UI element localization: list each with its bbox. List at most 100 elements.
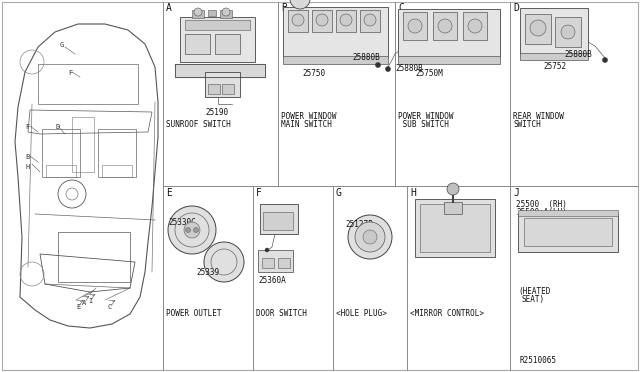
Bar: [555, 17, 581, 47]
Circle shape: [530, 20, 546, 36]
Bar: [283, 56, 388, 64]
Circle shape: [348, 215, 392, 259]
Bar: [415, 199, 495, 257]
Bar: [220, 10, 232, 18]
Text: 25750: 25750: [302, 69, 325, 78]
Bar: [260, 204, 298, 234]
Bar: [283, 7, 388, 57]
Bar: [360, 10, 380, 32]
Text: F: F: [256, 188, 262, 198]
Text: POWER OUTLET: POWER OUTLET: [166, 309, 221, 318]
Circle shape: [364, 14, 376, 26]
Circle shape: [265, 248, 269, 252]
Circle shape: [168, 206, 216, 254]
Circle shape: [447, 183, 459, 195]
Bar: [463, 12, 487, 40]
Text: POWER WINDOW: POWER WINDOW: [398, 112, 454, 121]
Bar: [433, 12, 457, 40]
Circle shape: [438, 19, 452, 33]
Circle shape: [340, 14, 352, 26]
Circle shape: [468, 19, 482, 33]
Text: D: D: [513, 3, 519, 13]
Text: 25500  (RH): 25500 (RH): [516, 200, 567, 209]
Bar: [215, 34, 240, 54]
Text: <HOLE PLUG>: <HOLE PLUG>: [336, 309, 387, 318]
Text: <MIRROR CONTROL>: <MIRROR CONTROL>: [410, 309, 484, 318]
Text: R2510065: R2510065: [520, 356, 557, 365]
Text: 25880B: 25880B: [564, 50, 592, 59]
Bar: [520, 8, 588, 54]
Text: 25752: 25752: [543, 62, 566, 71]
Bar: [72, 117, 94, 172]
Circle shape: [316, 14, 328, 26]
Text: MAIN SWITCH: MAIN SWITCH: [281, 120, 332, 129]
Text: 25127P: 25127P: [345, 220, 372, 229]
Text: F: F: [25, 124, 29, 130]
Circle shape: [290, 0, 310, 9]
Text: D: D: [55, 124, 60, 130]
Text: 25360: 25360: [265, 220, 288, 229]
Circle shape: [193, 228, 198, 232]
Circle shape: [363, 230, 377, 244]
Text: B: B: [25, 154, 29, 160]
Circle shape: [194, 8, 202, 16]
Text: I: I: [88, 298, 92, 304]
Text: J: J: [513, 188, 519, 198]
Bar: [312, 10, 332, 32]
Bar: [524, 218, 612, 246]
Text: 25500+A(LH): 25500+A(LH): [516, 208, 567, 217]
Bar: [180, 17, 255, 62]
Bar: [58, 232, 130, 282]
Bar: [192, 10, 204, 18]
Bar: [185, 20, 250, 30]
Circle shape: [186, 228, 191, 232]
Text: C: C: [108, 304, 112, 310]
Text: 25190: 25190: [205, 108, 228, 117]
Bar: [420, 204, 490, 252]
Text: E: E: [76, 304, 80, 310]
Bar: [258, 250, 293, 272]
Bar: [98, 129, 136, 177]
Text: B: B: [281, 3, 287, 13]
Bar: [205, 72, 240, 97]
Circle shape: [408, 19, 422, 33]
Text: 25880B: 25880B: [352, 53, 380, 62]
Text: (HEATED: (HEATED: [518, 287, 550, 296]
Bar: [185, 34, 210, 54]
Bar: [518, 210, 618, 216]
Polygon shape: [175, 64, 265, 77]
Bar: [398, 56, 500, 64]
Bar: [518, 214, 618, 252]
Text: 25750M: 25750M: [415, 69, 443, 78]
Text: G: G: [336, 188, 342, 198]
Circle shape: [292, 14, 304, 26]
Text: DOOR SWITCH: DOOR SWITCH: [256, 309, 307, 318]
Text: 25880B: 25880B: [395, 64, 423, 73]
Bar: [222, 84, 234, 94]
Bar: [263, 212, 293, 230]
Bar: [398, 9, 500, 57]
Text: POWER WINDOW: POWER WINDOW: [281, 112, 337, 121]
Bar: [42, 129, 80, 177]
Text: A: A: [82, 300, 86, 306]
Bar: [525, 14, 551, 44]
Bar: [520, 53, 588, 60]
Bar: [336, 10, 356, 32]
Bar: [208, 84, 220, 94]
Circle shape: [222, 8, 230, 16]
Text: 25560M: 25560M: [428, 222, 456, 231]
Text: SEAT): SEAT): [521, 295, 544, 304]
Bar: [403, 12, 427, 40]
Text: F: F: [68, 70, 72, 76]
Bar: [444, 202, 462, 214]
Text: 25339: 25339: [196, 268, 219, 277]
Text: E: E: [166, 188, 172, 198]
Text: G: G: [60, 42, 64, 48]
Text: H: H: [25, 164, 29, 170]
Circle shape: [376, 62, 381, 67]
Bar: [102, 165, 132, 177]
Circle shape: [184, 222, 200, 238]
Text: SWITCH: SWITCH: [513, 120, 541, 129]
Text: C: C: [398, 3, 404, 13]
Bar: [288, 10, 308, 32]
